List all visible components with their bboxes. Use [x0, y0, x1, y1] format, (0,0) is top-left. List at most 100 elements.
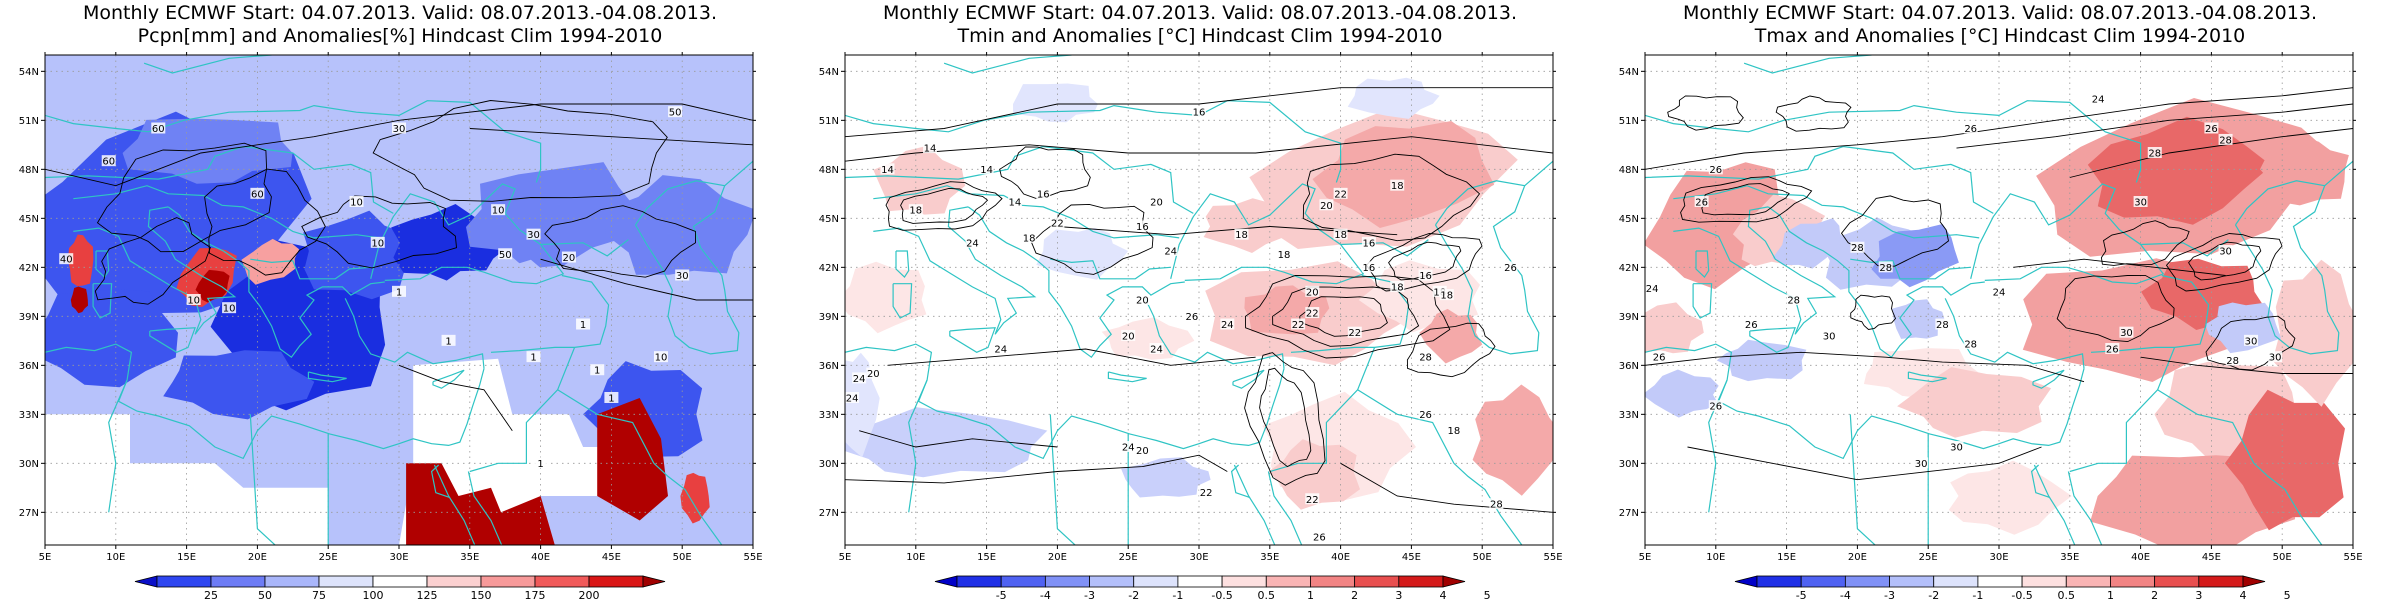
contour-label: 10: [492, 206, 505, 217]
contour-label-bg: [675, 269, 690, 281]
colorbar-tick-label: 2: [2151, 589, 2158, 600]
contour-line: [1680, 176, 1813, 223]
lat-lon-grid: [845, 55, 1553, 545]
coastline-segment: [2324, 160, 2353, 187]
contour-label: 20: [1122, 331, 1135, 342]
contour-label-bg: [1850, 241, 1865, 253]
contour-label: 26: [1709, 402, 1722, 413]
contour-line: [885, 181, 1003, 231]
contour-line: [544, 205, 696, 278]
colorbar-segment: [372, 575, 428, 588]
colorbar-segment: [1398, 575, 1444, 588]
contour-line: [45, 103, 753, 187]
precipitation-panel: 60 50 30 60 60 10 10 10 30 20 50 30 40 10 10 1 1 1 1 1 10 1 1 …: [0, 0, 800, 600]
coastline-segment: [2030, 464, 2051, 499]
contour-label-bg: [1036, 187, 1051, 199]
contour-label: 24: [1150, 345, 1163, 356]
colorbar: -5 -4 -3 -2 -1 -0.5 0.5 1 2 3 4 5: [1734, 575, 2291, 600]
contour-label-bg: [668, 106, 683, 118]
contour-label: 30: [1950, 443, 1963, 454]
contour-label: 24: [994, 345, 1007, 356]
lat-tick-label: 39N: [19, 312, 39, 323]
contour-line: [2013, 258, 2226, 276]
contour-label: 14: [924, 144, 937, 155]
contour-label: 60: [251, 189, 264, 200]
contour-label-bg: [526, 351, 541, 363]
contour-label: 20: [1320, 201, 1333, 212]
contour-label: 26: [1653, 353, 1666, 364]
colorbar-tick-label: -3: [1884, 589, 1895, 600]
contour-label-bg: [1184, 310, 1199, 322]
coastline-segment: [73, 206, 237, 335]
contour-label: 18: [1023, 233, 1036, 244]
contour-label: 28: [1851, 243, 1864, 254]
lon-tick-label: 25E: [319, 552, 338, 563]
colorbar-low-arrow: [1734, 575, 1758, 588]
contour-line: [1057, 226, 1398, 236]
colorbar-tick-label: 4: [1440, 589, 1447, 600]
colorbar-segment: [956, 575, 1002, 588]
contour-label-bg: [1333, 228, 1348, 240]
contour-label: 18: [1334, 230, 1347, 241]
contour-label-bg: [1333, 187, 1348, 199]
contour-line: [999, 146, 1091, 199]
colorbar-segment: [318, 575, 374, 588]
colorbar-tick-label: 5: [2284, 589, 2291, 600]
colorbar-tick-label: 125: [417, 589, 438, 600]
contour-label-bg: [1291, 318, 1306, 330]
contour-label-bg: [498, 248, 513, 260]
contour-line: [2140, 356, 2353, 374]
contour-label-bg: [1361, 236, 1376, 248]
lon-tick-label: 15E: [977, 552, 996, 563]
colorbar-segment: [1354, 575, 1400, 588]
contour-line: [94, 217, 211, 305]
colorbar-segment: [480, 575, 536, 588]
contour-label-bg: [1694, 196, 1709, 207]
coastline-segment: [1692, 283, 1713, 319]
lon-tick-label: 30E: [1989, 552, 2008, 563]
contour-label: 28: [1879, 263, 1892, 274]
contour-label-bg: [1390, 280, 1405, 292]
anomaly-area: [1312, 121, 1495, 228]
panel-title: Monthly ECMWF Start: 04.07.2013. Valid: …: [1600, 2, 2400, 48]
contour-label-bg: [1390, 179, 1405, 191]
contour-label: 28: [1936, 320, 1949, 331]
contour-label-bg: [1744, 318, 1759, 330]
colorbar-tick-label: 150: [471, 589, 492, 600]
colorbar-tick-label: 200: [579, 589, 600, 600]
colorbar-segment: [1933, 575, 1979, 588]
contour-label-bg: [1432, 285, 1447, 297]
contour-label-bg: [1305, 493, 1320, 505]
lat-tick-label: 30N: [19, 459, 39, 470]
contour-label: 10: [371, 238, 384, 249]
contour-label: 26: [1504, 263, 1517, 274]
contour-line: [1340, 462, 1553, 513]
contour-label: 20: [1136, 446, 1149, 457]
contour-label-bg: [1949, 441, 1964, 452]
lat-tick-label: 42N: [19, 263, 39, 274]
anomaly-area: [303, 210, 423, 300]
contour-line: [1956, 103, 2353, 149]
coastline-segment: [845, 100, 1342, 183]
contour-label-bg: [370, 236, 385, 248]
colorbar-segment: [1089, 575, 1135, 588]
contour-label: 10: [223, 304, 236, 315]
contour-label-bg: [1446, 424, 1461, 436]
coastline-segment: [1170, 183, 1365, 285]
lon-tick-label: 25E: [1119, 552, 1138, 563]
contour-label: 24: [2092, 95, 2105, 106]
contour-label: 20: [1136, 296, 1149, 307]
coastline-segment: [108, 379, 128, 513]
contour-label-bg: [922, 142, 937, 154]
coastline-segment: [1267, 471, 1303, 545]
contour-label: 18: [909, 206, 922, 217]
lat-tick-label: 51N: [1619, 116, 1639, 127]
contour-label-bg: [979, 163, 994, 175]
contour-line: [540, 258, 753, 301]
contour-label-bg: [1822, 329, 1837, 341]
contour-label-bg: [1199, 486, 1214, 498]
colorbar-segment: [1133, 575, 1179, 588]
lon-tick-label: 40E: [531, 552, 550, 563]
colorbar-high-arrow: [2242, 575, 2266, 588]
